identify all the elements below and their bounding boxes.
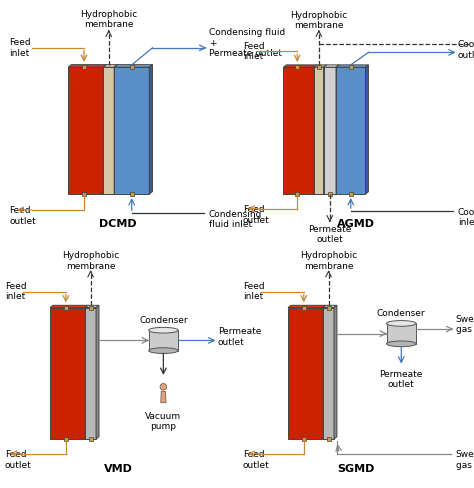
Polygon shape — [68, 67, 103, 194]
Text: Coolant
inlet: Coolant inlet — [458, 207, 474, 227]
Polygon shape — [89, 437, 92, 441]
Polygon shape — [85, 305, 99, 307]
Polygon shape — [161, 391, 166, 403]
Polygon shape — [324, 65, 327, 194]
Polygon shape — [64, 305, 68, 309]
Polygon shape — [103, 67, 114, 194]
Text: Sweeping
gas inlet: Sweeping gas inlet — [456, 450, 474, 470]
Text: Feed
inlet: Feed inlet — [243, 41, 264, 61]
Polygon shape — [327, 437, 330, 441]
Polygon shape — [283, 65, 317, 67]
Ellipse shape — [149, 348, 178, 353]
Text: Feed
inlet: Feed inlet — [9, 38, 31, 58]
Polygon shape — [314, 67, 324, 194]
Text: Hydrophobic
membrane: Hydrophobic membrane — [300, 251, 357, 271]
Polygon shape — [336, 65, 368, 67]
Text: Permeate
outlet: Permeate outlet — [308, 224, 352, 244]
Polygon shape — [336, 67, 365, 194]
Polygon shape — [85, 307, 96, 439]
Text: VMD: VMD — [104, 464, 132, 474]
Polygon shape — [149, 330, 178, 350]
Polygon shape — [149, 64, 153, 194]
Polygon shape — [114, 64, 118, 194]
Polygon shape — [323, 305, 326, 439]
Text: Permeate
outlet: Permeate outlet — [218, 327, 261, 346]
Polygon shape — [64, 437, 68, 441]
Polygon shape — [288, 305, 326, 307]
Text: Feed
inlet: Feed inlet — [5, 282, 27, 302]
Text: Hydrophobic
membrane: Hydrophobic membrane — [80, 10, 137, 29]
Ellipse shape — [149, 327, 178, 333]
Polygon shape — [387, 324, 416, 344]
Polygon shape — [334, 305, 337, 439]
Polygon shape — [288, 307, 323, 439]
Polygon shape — [365, 65, 368, 194]
Polygon shape — [295, 65, 299, 69]
Polygon shape — [103, 64, 107, 194]
Polygon shape — [323, 305, 337, 307]
Circle shape — [160, 384, 167, 390]
Polygon shape — [82, 192, 86, 196]
Text: Feed
outlet: Feed outlet — [243, 205, 269, 225]
Polygon shape — [50, 305, 88, 307]
Polygon shape — [103, 64, 118, 67]
Polygon shape — [114, 64, 153, 67]
Polygon shape — [336, 65, 339, 194]
Polygon shape — [89, 305, 92, 309]
Text: Condenser: Condenser — [377, 309, 426, 318]
Polygon shape — [323, 307, 334, 439]
Text: AGMD: AGMD — [337, 219, 375, 229]
Text: Sweeping
gas outlet: Sweeping gas outlet — [456, 315, 474, 334]
Polygon shape — [114, 67, 149, 194]
Polygon shape — [96, 305, 99, 439]
Text: Coolant
outlet: Coolant outlet — [458, 41, 474, 60]
Text: Condenser: Condenser — [139, 316, 188, 325]
Text: Permeate
outlet: Permeate outlet — [380, 370, 423, 389]
Polygon shape — [349, 192, 353, 196]
Polygon shape — [314, 65, 317, 194]
Text: Hydrophobic
membrane: Hydrophobic membrane — [62, 251, 119, 271]
Text: Feed
outlet: Feed outlet — [9, 206, 36, 226]
Polygon shape — [283, 67, 314, 194]
Polygon shape — [302, 437, 306, 441]
Polygon shape — [314, 65, 327, 67]
Polygon shape — [68, 64, 107, 67]
Text: Feed
outlet: Feed outlet — [243, 450, 269, 470]
Polygon shape — [328, 192, 332, 196]
Polygon shape — [302, 305, 306, 309]
Polygon shape — [327, 305, 330, 309]
Polygon shape — [50, 307, 85, 439]
Text: Feed
outlet: Feed outlet — [5, 450, 31, 470]
Text: Vacuum
pump: Vacuum pump — [146, 412, 182, 431]
Polygon shape — [85, 305, 88, 439]
Text: Feed
inlet: Feed inlet — [243, 282, 264, 302]
Polygon shape — [349, 65, 353, 69]
Text: Hydrophobic
membrane: Hydrophobic membrane — [290, 11, 347, 30]
Polygon shape — [317, 65, 321, 69]
Text: SGMD: SGMD — [337, 464, 374, 474]
Text: DCMD: DCMD — [99, 219, 137, 229]
Polygon shape — [324, 65, 339, 67]
Polygon shape — [130, 192, 134, 196]
Ellipse shape — [387, 321, 416, 326]
Polygon shape — [130, 65, 134, 69]
Polygon shape — [295, 192, 299, 196]
Polygon shape — [82, 65, 86, 69]
Text: Condensing fluid
+
Permeate outlet: Condensing fluid + Permeate outlet — [209, 28, 285, 58]
Polygon shape — [324, 67, 336, 194]
Ellipse shape — [387, 341, 416, 346]
Text: Condensing
fluid inlet: Condensing fluid inlet — [209, 210, 262, 229]
